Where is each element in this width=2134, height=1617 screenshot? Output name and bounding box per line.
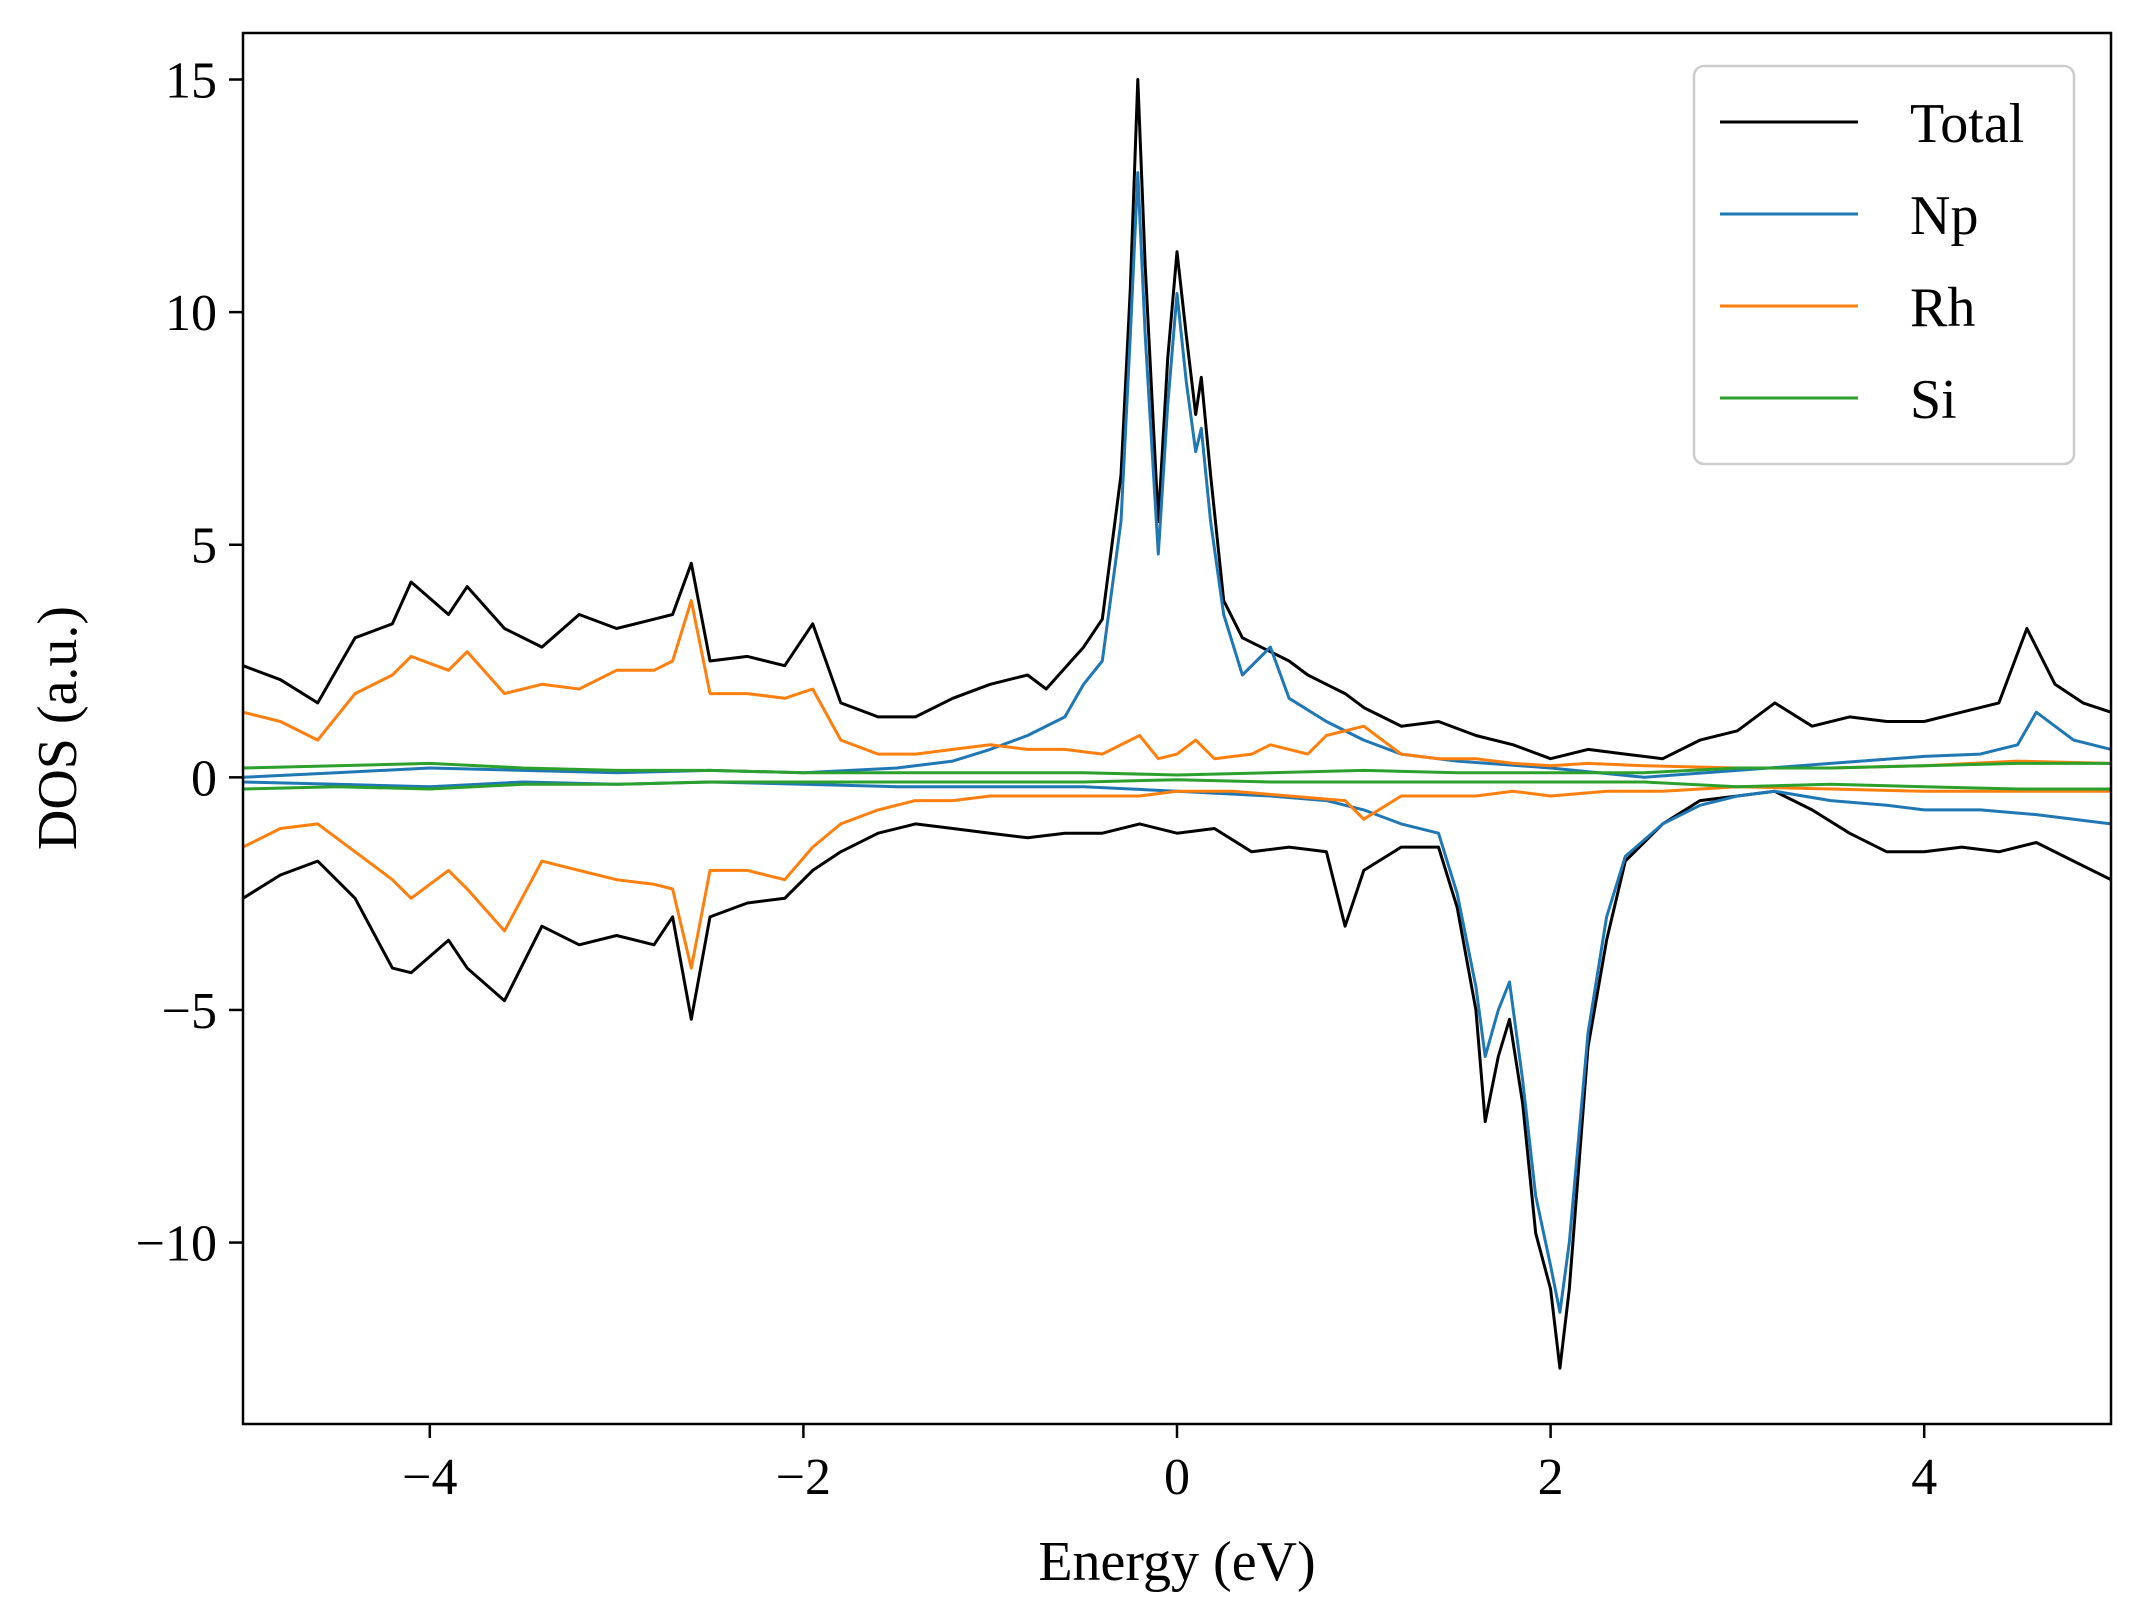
x-axis-label: Energy (eV)	[1038, 1531, 1315, 1593]
series-line-np-spin-up	[243, 171, 2111, 779]
legend-label-si: Si	[1910, 369, 1957, 431]
series-line-rh-spin-down	[243, 785, 2111, 970]
y-tick-label: −10	[136, 1216, 217, 1273]
x-tick-label: −4	[402, 1449, 457, 1506]
y-tick-label: 10	[165, 285, 217, 342]
y-tick-label: 0	[191, 750, 217, 807]
legend-label-np: Np	[1910, 185, 1978, 247]
x-tick-label: 2	[1538, 1449, 1564, 1506]
x-tick-label: 0	[1164, 1449, 1190, 1506]
series-line-total-spin-up	[243, 78, 2111, 761]
series-line-np-spin-down	[243, 780, 2111, 1314]
legend-label-total: Total	[1910, 93, 2024, 155]
y-tick-label: 5	[191, 518, 217, 575]
series-line-si-spin-down	[243, 778, 2111, 791]
x-tick-label: −2	[776, 1449, 831, 1506]
series-layer	[243, 78, 2111, 1370]
y-tick-label: −5	[162, 983, 217, 1040]
y-tick-label: 15	[165, 53, 217, 110]
series-line-total-spin-down	[243, 789, 2111, 1370]
series-line-rh-spin-up	[243, 599, 2111, 770]
x-tick-label: 4	[1911, 1449, 1937, 1506]
series-line-si-spin-up	[243, 761, 2111, 777]
y-axis-ticks: −10 −5 0 5 10 15	[136, 53, 243, 1273]
x-axis-ticks: −4 −2 0 2 4	[402, 1424, 1937, 1506]
y-axis-label: DOS (a.u.)	[27, 606, 89, 850]
legend-frame	[1692, 64, 2076, 466]
legend-label-rh: Rh	[1910, 277, 1975, 339]
legend: Total Np Rh Si	[1692, 64, 2076, 466]
